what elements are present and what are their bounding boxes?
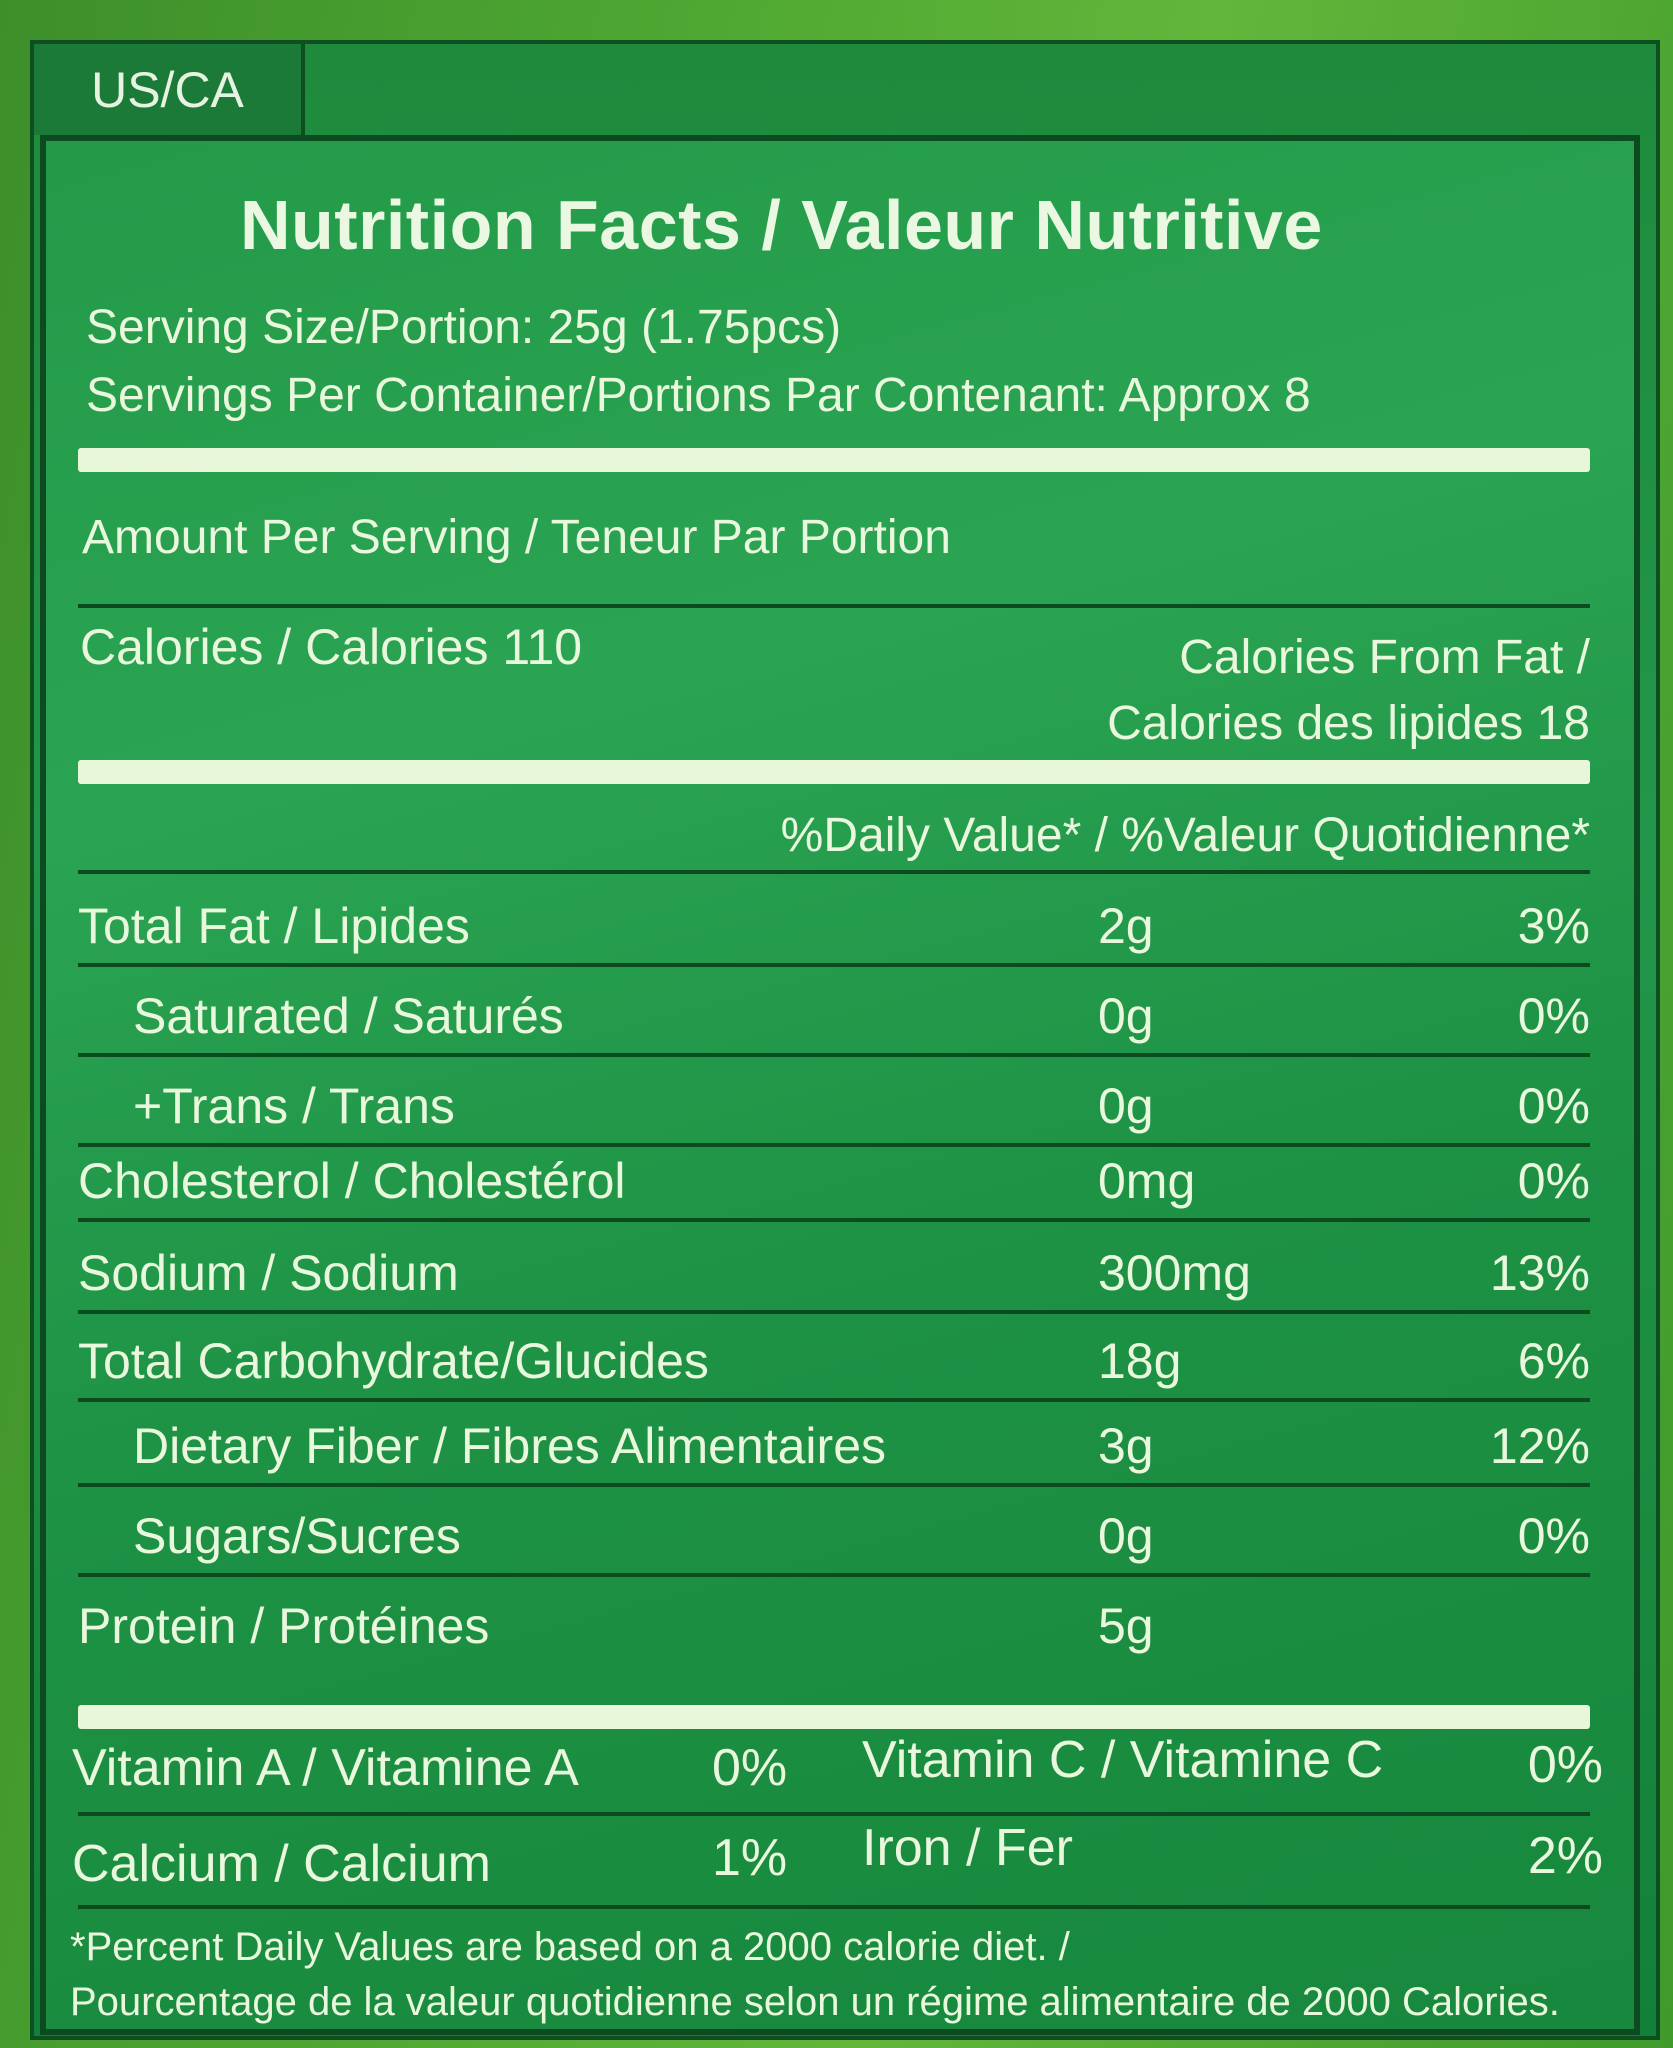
- divider-thin: [78, 1218, 1590, 1222]
- nutrient-name: Saturated / Saturés: [133, 988, 564, 1044]
- nutrient-daily-value: 13%: [1489, 1245, 1590, 1301]
- nutrient-row: Total Carbohydrate/Glucides 18g 6%: [78, 1320, 1590, 1400]
- iron-name: Iron / Fer: [862, 1819, 1073, 1877]
- nutrient-daily-value: 0%: [1517, 988, 1590, 1044]
- nutrient-name: Dietary Fiber / Fibres Alimentaires: [133, 1418, 887, 1474]
- nutrient-daily-value: 12%: [1489, 1418, 1590, 1474]
- nutrient-amount: 0g: [1098, 1508, 1154, 1564]
- amount-per-serving: Amount Per Serving / Teneur Par Portion: [82, 511, 951, 564]
- vitamin-c-pct: 0%: [1527, 1736, 1603, 1794]
- serving-size: Serving Size/Portion: 25g (1.75pcs): [86, 301, 842, 354]
- nutrient-daily-value: 6%: [1517, 1333, 1590, 1389]
- calories-from-fat-line1: Calories From Fat /: [1179, 631, 1590, 684]
- vitamin-a-pct: 0%: [712, 1739, 788, 1797]
- divider-thin: [78, 963, 1590, 967]
- divider-thin: [78, 1483, 1590, 1487]
- nutrient-amount: 2g: [1098, 898, 1154, 954]
- nutrient-row: Protein / Protéines 5g: [78, 1585, 1590, 1665]
- footnote-line1: *Percent Daily Values are based on a 200…: [70, 1925, 1070, 1969]
- nutrient-row: Dietary Fiber / Fibres Alimentaires 3g 12%: [78, 1405, 1590, 1485]
- nutrient-row: Sugars/Sucres 0g 0%: [78, 1495, 1590, 1575]
- calcium-pct: 1%: [712, 1829, 788, 1887]
- nutrient-row: Sodium / Sodium 300mg 13%: [78, 1232, 1590, 1312]
- nutrient-name: +Trans / Trans: [133, 1078, 455, 1134]
- nutrient-daily-value: 0%: [1517, 1078, 1590, 1134]
- nutrient-amount: 3g: [1098, 1418, 1154, 1474]
- nutrient-amount: 0mg: [1098, 1153, 1196, 1209]
- region-tab: US/CA: [30, 40, 305, 135]
- nutrient-name: Sodium / Sodium: [78, 1245, 459, 1301]
- nutrient-daily-value: 0%: [1517, 1153, 1590, 1209]
- calcium-name: Calcium / Calcium: [72, 1835, 491, 1893]
- divider-thick: [78, 448, 1590, 472]
- servings-per-container: Servings Per Container/Portions Par Cont…: [86, 369, 1311, 422]
- nutrient-name: Cholesterol / Cholestérol: [78, 1153, 626, 1209]
- divider-thin: [78, 1905, 1590, 1909]
- nutrient-row: Saturated / Saturés 0g 0%: [78, 975, 1590, 1055]
- nutrient-name: Total Carbohydrate/Glucides: [78, 1333, 709, 1389]
- nutrient-amount: 18g: [1098, 1333, 1182, 1389]
- nutrient-row: Total Fat / Lipides 2g 3%: [78, 885, 1590, 965]
- nutrient-amount: 0g: [1098, 988, 1154, 1044]
- daily-value-header: %Daily Value* / %Valeur Quotidienne*: [780, 809, 1590, 862]
- divider-thin: [78, 1310, 1590, 1314]
- calories: Calories / Calories 110: [80, 619, 583, 675]
- calories-from-fat-line2: Calories des lipides 18: [1107, 697, 1590, 750]
- nutrient-name: Total Fat / Lipides: [78, 898, 470, 954]
- footnote-line2: Pourcentage de la valeur quotidienne sel…: [70, 1980, 1560, 2024]
- nutrient-name: Protein / Protéines: [78, 1598, 490, 1654]
- vitamin-c-name: Vitamin C / Vitamine C: [862, 1731, 1384, 1789]
- panel-title: Nutrition Facts / Valeur Nutritive: [240, 186, 1323, 264]
- nutrient-row: Cholesterol / Cholestérol 0mg 0%: [78, 1140, 1590, 1220]
- vitamin-a-name: Vitamin A / Vitamine A: [72, 1739, 579, 1797]
- nutrient-daily-value: 3%: [1517, 898, 1590, 954]
- divider-thin: [78, 1398, 1590, 1402]
- divider-thin: [78, 1143, 1590, 1147]
- nutrient-amount: 300mg: [1098, 1245, 1251, 1301]
- nutrient-row: +Trans / Trans 0g 0%: [78, 1065, 1590, 1145]
- divider-thick: [78, 1705, 1590, 1729]
- iron-pct: 2%: [1527, 1827, 1603, 1885]
- divider-thin: [78, 870, 1590, 874]
- nutrient-amount: 5g: [1098, 1598, 1154, 1654]
- nutrient-name: Sugars/Sucres: [133, 1508, 461, 1564]
- divider-thin: [78, 1812, 1590, 1816]
- divider-thin: [78, 1053, 1590, 1057]
- nutrient-amount: 0g: [1098, 1078, 1154, 1134]
- divider-thin: [78, 1573, 1590, 1577]
- divider-thin: [78, 604, 1590, 608]
- nutrient-daily-value: 0%: [1517, 1508, 1590, 1564]
- divider-thick: [78, 760, 1590, 784]
